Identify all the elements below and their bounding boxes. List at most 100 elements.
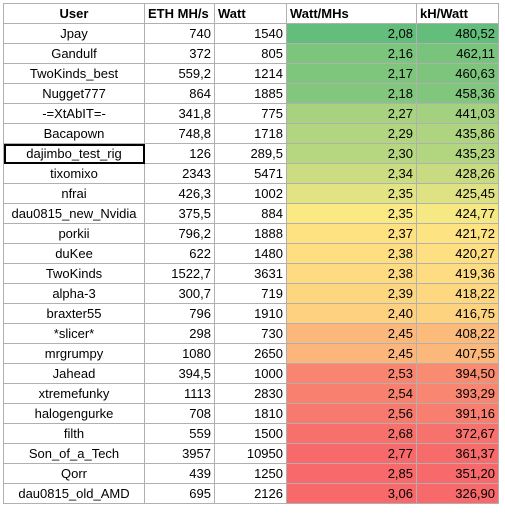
- cell-user[interactable]: Nugget777: [3, 83, 145, 104]
- cell-kh-per-watt[interactable]: 435,23: [416, 143, 499, 164]
- cell-watt-per-mhs[interactable]: 2,38: [286, 243, 417, 264]
- cell-watt[interactable]: 1718: [214, 123, 287, 144]
- cell-user[interactable]: -=XtAbIT=-: [3, 103, 145, 124]
- cell-kh-per-watt[interactable]: 428,26: [416, 163, 499, 184]
- cell-watt-per-mhs[interactable]: 3,06: [286, 483, 417, 504]
- cell-eth-mhs[interactable]: 300,7: [144, 283, 215, 304]
- cell-eth-mhs[interactable]: 559,2: [144, 63, 215, 84]
- cell-watt-per-mhs[interactable]: 2,40: [286, 303, 417, 324]
- cell-eth-mhs[interactable]: 740: [144, 23, 215, 44]
- cell-eth-mhs[interactable]: 864: [144, 83, 215, 104]
- cell-eth-mhs[interactable]: 394,5: [144, 363, 215, 384]
- cell-watt-per-mhs[interactable]: 2,39: [286, 283, 417, 304]
- cell-watt-per-mhs[interactable]: 2,34: [286, 163, 417, 184]
- cell-kh-per-watt[interactable]: 425,45: [416, 183, 499, 204]
- cell-kh-per-watt[interactable]: 391,16: [416, 403, 499, 424]
- cell-watt-per-mhs[interactable]: 2,37: [286, 223, 417, 244]
- cell-kh-per-watt[interactable]: 424,77: [416, 203, 499, 224]
- cell-eth-mhs[interactable]: 3957: [144, 443, 215, 464]
- cell-user[interactable]: Jahead: [3, 363, 145, 384]
- cell-user[interactable]: duKee: [3, 243, 145, 264]
- cell-watt[interactable]: 1540: [214, 23, 287, 44]
- header-user[interactable]: User: [3, 3, 145, 24]
- header-watt[interactable]: Watt: [214, 3, 287, 24]
- cell-eth-mhs[interactable]: 439: [144, 463, 215, 484]
- cell-watt[interactable]: 1500: [214, 423, 287, 444]
- cell-watt[interactable]: 1002: [214, 183, 287, 204]
- cell-kh-per-watt[interactable]: 460,63: [416, 63, 499, 84]
- cell-watt[interactable]: 719: [214, 283, 287, 304]
- cell-watt-per-mhs[interactable]: 2,35: [286, 183, 417, 204]
- cell-eth-mhs[interactable]: 748,8: [144, 123, 215, 144]
- cell-eth-mhs[interactable]: 375,5: [144, 203, 215, 224]
- cell-user[interactable]: alpha-3: [3, 283, 145, 304]
- cell-kh-per-watt[interactable]: 480,52: [416, 23, 499, 44]
- cell-watt-per-mhs[interactable]: 2,77: [286, 443, 417, 464]
- cell-watt[interactable]: 1885: [214, 83, 287, 104]
- cell-watt-per-mhs[interactable]: 2,85: [286, 463, 417, 484]
- cell-eth-mhs[interactable]: 695: [144, 483, 215, 504]
- cell-watt[interactable]: 10950: [214, 443, 287, 464]
- cell-user[interactable]: Qorr: [3, 463, 145, 484]
- cell-user[interactable]: dau0815_old_AMD: [3, 483, 145, 504]
- cell-eth-mhs[interactable]: 796: [144, 303, 215, 324]
- cell-watt[interactable]: 1888: [214, 223, 287, 244]
- cell-watt-per-mhs[interactable]: 2,45: [286, 343, 417, 364]
- cell-user[interactable]: Bacapown: [3, 123, 145, 144]
- cell-kh-per-watt[interactable]: 419,36: [416, 263, 499, 284]
- cell-watt-per-mhs[interactable]: 2,53: [286, 363, 417, 384]
- cell-kh-per-watt[interactable]: 326,90: [416, 483, 499, 504]
- cell-watt-per-mhs[interactable]: 2,17: [286, 63, 417, 84]
- cell-watt[interactable]: 884: [214, 203, 287, 224]
- cell-eth-mhs[interactable]: 708: [144, 403, 215, 424]
- cell-watt-per-mhs[interactable]: 2,56: [286, 403, 417, 424]
- cell-kh-per-watt[interactable]: 351,20: [416, 463, 499, 484]
- header-eth-mhs[interactable]: ETH MH/s: [144, 3, 215, 24]
- cell-user[interactable]: halogengurke: [3, 403, 145, 424]
- cell-watt[interactable]: 289,5: [214, 143, 287, 164]
- cell-kh-per-watt[interactable]: 416,75: [416, 303, 499, 324]
- cell-eth-mhs[interactable]: 622: [144, 243, 215, 264]
- cell-watt[interactable]: 2650: [214, 343, 287, 364]
- cell-user[interactable]: nfrai: [3, 183, 145, 204]
- cell-eth-mhs[interactable]: 126: [144, 143, 215, 164]
- cell-eth-mhs[interactable]: 1522,7: [144, 263, 215, 284]
- cell-watt-per-mhs[interactable]: 2,29: [286, 123, 417, 144]
- cell-watt[interactable]: 1810: [214, 403, 287, 424]
- cell-user[interactable]: mrgrumpy: [3, 343, 145, 364]
- cell-eth-mhs[interactable]: 796,2: [144, 223, 215, 244]
- cell-watt-per-mhs[interactable]: 2,35: [286, 203, 417, 224]
- cell-eth-mhs[interactable]: 341,8: [144, 103, 215, 124]
- cell-eth-mhs[interactable]: 1080: [144, 343, 215, 364]
- cell-watt[interactable]: 1000: [214, 363, 287, 384]
- cell-kh-per-watt[interactable]: 393,29: [416, 383, 499, 404]
- cell-watt[interactable]: 1480: [214, 243, 287, 264]
- cell-kh-per-watt[interactable]: 421,72: [416, 223, 499, 244]
- cell-user[interactable]: dau0815_new_Nvidia: [3, 203, 145, 224]
- cell-kh-per-watt[interactable]: 435,86: [416, 123, 499, 144]
- cell-watt-per-mhs[interactable]: 2,16: [286, 43, 417, 64]
- cell-watt-per-mhs[interactable]: 2,38: [286, 263, 417, 284]
- cell-kh-per-watt[interactable]: 441,03: [416, 103, 499, 124]
- cell-kh-per-watt[interactable]: 372,67: [416, 423, 499, 444]
- cell-user[interactable]: TwoKinds_best: [3, 63, 145, 84]
- cell-watt[interactable]: 1250: [214, 463, 287, 484]
- cell-kh-per-watt[interactable]: 462,11: [416, 43, 499, 64]
- cell-user[interactable]: Son_of_a_Tech: [3, 443, 145, 464]
- cell-kh-per-watt[interactable]: 458,36: [416, 83, 499, 104]
- cell-watt[interactable]: 2830: [214, 383, 287, 404]
- cell-user[interactable]: *slicer*: [3, 323, 145, 344]
- header-watt-per-mhs[interactable]: Watt/MHs: [286, 3, 417, 24]
- cell-eth-mhs[interactable]: 559: [144, 423, 215, 444]
- cell-watt[interactable]: 5471: [214, 163, 287, 184]
- cell-kh-per-watt[interactable]: 420,27: [416, 243, 499, 264]
- cell-watt[interactable]: 3631: [214, 263, 287, 284]
- cell-watt[interactable]: 2126: [214, 483, 287, 504]
- cell-eth-mhs[interactable]: 426,3: [144, 183, 215, 204]
- cell-watt[interactable]: 1910: [214, 303, 287, 324]
- cell-user[interactable]: dajimbo_test_rig: [3, 143, 145, 164]
- cell-kh-per-watt[interactable]: 407,55: [416, 343, 499, 364]
- cell-eth-mhs[interactable]: 372: [144, 43, 215, 64]
- cell-user[interactable]: tixomixo: [3, 163, 145, 184]
- cell-user[interactable]: porkii: [3, 223, 145, 244]
